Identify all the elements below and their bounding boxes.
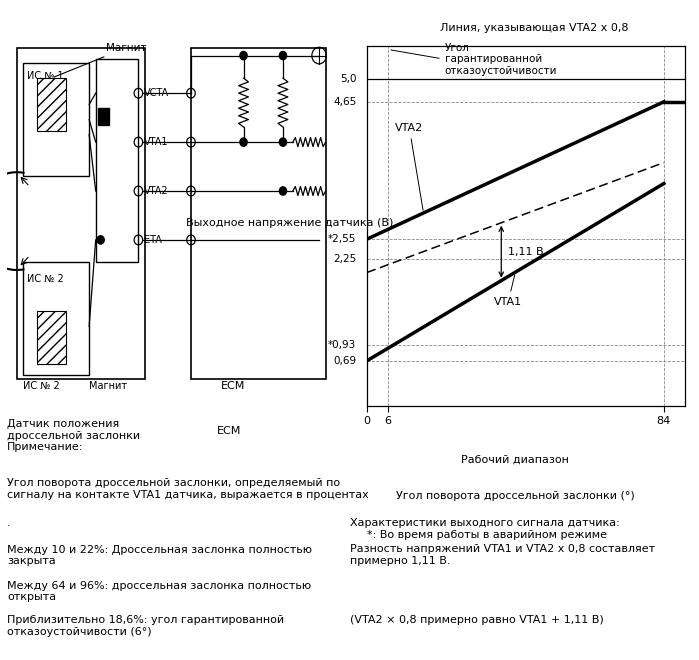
Text: Линия, указывающая VTA2 х 0,8: Линия, указывающая VTA2 х 0,8 [440, 23, 629, 33]
Text: Магнит: Магнит [89, 381, 127, 391]
Text: Угол поворота дроссельной заслонки (°): Угол поворота дроссельной заслонки (°) [396, 491, 635, 501]
Text: Датчик положения
дроссельной заслонки
Примечание:: Датчик положения дроссельной заслонки Пр… [7, 419, 140, 452]
Text: 1,11 В: 1,11 В [508, 247, 544, 257]
Circle shape [240, 138, 247, 147]
Text: ECM: ECM [221, 381, 245, 391]
Circle shape [280, 51, 287, 59]
Bar [17, 48, 145, 379]
Bar [36, 312, 66, 364]
Bar [36, 78, 66, 131]
Text: ИС № 2: ИС № 2 [24, 381, 60, 391]
Bar [191, 48, 326, 379]
Text: Разность напряжений VTA1 и VTA2 x 0,8 составляет
примерно 1,11 В.: Разность напряжений VTA1 и VTA2 x 0,8 со… [350, 544, 655, 566]
Circle shape [280, 187, 287, 195]
Text: VCTA: VCTA [144, 88, 169, 98]
Circle shape [240, 51, 247, 59]
Text: VTA2: VTA2 [395, 123, 424, 211]
Text: ИС № 1: ИС № 1 [27, 71, 64, 81]
Text: Рабочий диапазон: Рабочий диапазон [461, 455, 569, 465]
Bar [96, 59, 138, 263]
Text: *0,93: *0,93 [328, 340, 356, 350]
Text: Характеристики выходного сигнала датчика:: Характеристики выходного сигнала датчика… [350, 518, 619, 528]
Circle shape [97, 236, 104, 244]
Text: ECM: ECM [217, 426, 241, 436]
Text: VTA2: VTA2 [144, 186, 169, 196]
Text: VTA1: VTA1 [494, 275, 522, 306]
Text: ИС № 2: ИС № 2 [27, 274, 64, 284]
Circle shape [280, 138, 287, 147]
Text: 2,25: 2,25 [333, 253, 356, 264]
Text: Выходное напряжение датчика (В): Выходное напряжение датчика (В) [185, 218, 393, 228]
Text: ETA: ETA [144, 235, 162, 245]
Bar [24, 63, 89, 176]
Text: .: . [7, 518, 10, 528]
Text: *: Во время работы в аварийном режиме: *: Во время работы в аварийном режиме [367, 530, 607, 540]
Text: Между 10 и 22%: Дроссельная заслонка полностью
закрыта: Между 10 и 22%: Дроссельная заслонка пол… [7, 544, 312, 566]
Text: (VTA2 × 0,8 примерно равно VTA1 + 1,11 В): (VTA2 × 0,8 примерно равно VTA1 + 1,11 В… [350, 615, 603, 625]
Text: Угол поворота дроссельной заслонки, определяемый по
сигналу на контакте VTA1 дат: Угол поворота дроссельной заслонки, опре… [7, 478, 369, 500]
Bar [24, 263, 89, 376]
Bar [99, 108, 109, 125]
Text: *2,55: *2,55 [328, 234, 356, 244]
Text: Приблизительно 18,6%: угол гарантированной
отказоустойчивости (6°): Приблизительно 18,6%: угол гарантированн… [7, 615, 284, 637]
Text: Магнит: Магнит [54, 43, 146, 77]
Text: 5,0: 5,0 [340, 74, 356, 84]
Text: 4,65: 4,65 [333, 97, 356, 107]
Text: Между 64 и 96%: дроссельная заслонка полностью
открыта: Между 64 и 96%: дроссельная заслонка пол… [7, 581, 311, 603]
Text: VTA1: VTA1 [144, 137, 169, 147]
Text: 0,69: 0,69 [333, 356, 356, 366]
Text: Угол
гарантированной
отказоустойчивости: Угол гарантированной отказоустойчивости [391, 43, 557, 76]
